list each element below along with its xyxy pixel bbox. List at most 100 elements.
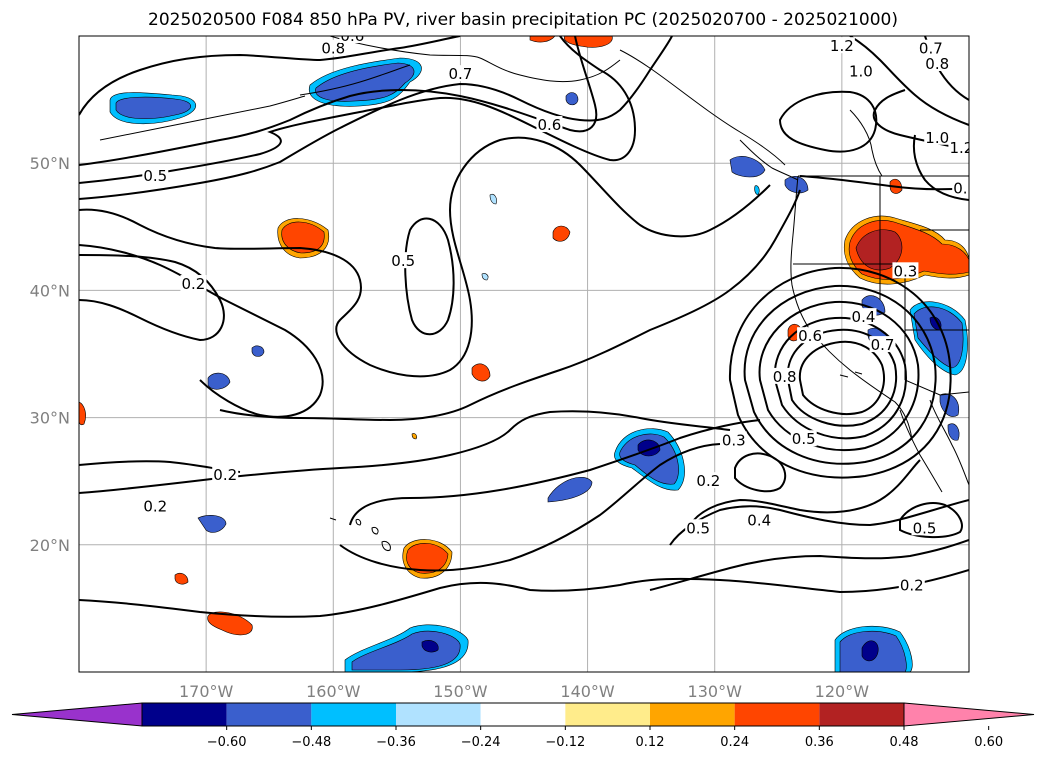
neg-blob-subtropic-central-core	[619, 433, 679, 485]
neg-blob-hawaii-west	[197, 515, 227, 533]
neg-blob-south-central-max	[421, 640, 439, 653]
colorbar-tick-label-3: −0.24	[461, 735, 501, 750]
contour-label-10: 1.0	[849, 63, 873, 81]
coastlines	[99, 36, 969, 551]
contour-label-bg-27	[898, 576, 925, 593]
map-panel: 0.80.60.70.60.50.20.50.20.21.21.00.70.81…	[78, 35, 973, 673]
pv-contour-0-5-loop	[404, 217, 455, 336]
neg-blob-baja-2	[947, 423, 960, 441]
pv-contour-0-3-ring	[728, 266, 952, 479]
lon-label-0: 170°W	[179, 682, 234, 701]
contour-label-bg-19	[869, 336, 896, 353]
pv-contour-0-3-south	[349, 419, 761, 526]
coastline-hawaii-4	[329, 517, 337, 521]
contour-label-5: 0.2	[181, 275, 205, 293]
lat-label-0: 50°N	[30, 154, 70, 173]
pv-contour-0-6	[79, 36, 637, 184]
pos-blob-central-2	[471, 363, 491, 382]
pos-blob-north-pacific-core	[281, 221, 325, 254]
neg-blob-central-small-1	[207, 372, 231, 390]
contour-label-bg-13	[924, 128, 951, 145]
pv-contour-0-2-south	[79, 569, 969, 618]
pv-contour-1-0-east	[912, 134, 969, 201]
neg-blob-tiny-2	[481, 273, 489, 281]
coastline-hawaii-2	[355, 519, 362, 526]
contour-label-bg-21	[720, 431, 747, 448]
colorbar-segment-0	[142, 703, 227, 726]
contour-label-3: 0.6	[537, 116, 561, 134]
colorbar-extend-low	[11, 702, 143, 727]
map-background	[79, 36, 969, 672]
lon-label-2: 150°W	[433, 682, 488, 701]
contour-label-bg-10	[847, 62, 874, 79]
lon-label-5: 120°W	[815, 682, 870, 701]
neg-blob-aleutian-west-core	[115, 96, 192, 119]
contour-label-bg-16	[892, 262, 919, 279]
coastline-alaska-peninsula	[299, 64, 411, 96]
pv-contour-0-4-west	[79, 244, 324, 418]
pv-contour-0-5-baja	[899, 502, 963, 539]
colorbar-tick-label-6: 0.24	[720, 735, 749, 750]
pv-contour-0-5-southeast	[689, 459, 921, 526]
contour-label-bg-6	[390, 252, 417, 269]
border-us-mexico	[904, 379, 969, 396]
colorbar-tick-label-4: −0.12	[545, 735, 585, 750]
coastline-baja	[899, 409, 943, 493]
contour-label-bg-14	[948, 138, 969, 155]
pos-blob-tiny-3	[411, 433, 417, 440]
colorbar-tick-label-2: −0.36	[376, 735, 416, 750]
colorbar-segment-3	[396, 703, 481, 726]
colorbar-segment-4	[480, 703, 566, 726]
pv-contour-0-3-central	[219, 189, 801, 422]
contour-label-bg-4	[142, 166, 169, 183]
colorbar-segment-2	[311, 703, 396, 726]
contour-label-25: 0.5	[686, 519, 710, 537]
coastline-mexico	[929, 399, 969, 486]
contour-label-bg-15	[952, 179, 969, 196]
contour-label-7: 0.2	[143, 498, 167, 516]
colorbar-tick-label-7: 0.36	[805, 735, 834, 750]
latitude-labels: 50°N 40°N 30°N 20°N	[30, 154, 70, 555]
contour-label-bg-0	[320, 39, 347, 56]
contour-label-bg-23	[695, 472, 722, 489]
pv-contour-0-6-ring	[773, 316, 907, 440]
contour-label-14: 1.2	[949, 139, 973, 157]
contour-label-bg-5	[180, 275, 207, 292]
pv-contour-1-0-loop	[778, 90, 878, 153]
contour-label-6: 0.5	[391, 252, 415, 270]
pos-blob-oregon-max	[855, 229, 903, 271]
contour-label-bg-11	[917, 39, 944, 56]
lat-label-1: 40°N	[30, 281, 70, 300]
pv-contour-0-8-ring	[798, 340, 885, 416]
coastline-alaska	[329, 36, 621, 83]
coastline-hawaii-3	[371, 527, 379, 535]
contour-label-24: 0.4	[747, 512, 771, 530]
contour-label-bg-8	[212, 465, 239, 482]
pv-contour-0-3-southeast	[649, 539, 969, 591]
positive-anomalies	[79, 36, 969, 636]
pv-contour-0-4-south	[339, 443, 721, 572]
coastline-channel-islands	[839, 371, 863, 378]
contour-label-4: 0.5	[143, 167, 167, 185]
colorbar-tick-label-1: −0.48	[291, 735, 331, 750]
contour-label-16: 0.3	[893, 262, 917, 280]
contour-label-13: 1.0	[925, 129, 949, 147]
neg-blob-subtropic-west	[547, 477, 593, 503]
coastline-aleutians	[99, 95, 306, 141]
contour-label-bg-3	[536, 116, 563, 133]
contour-label-bg-22	[790, 430, 817, 447]
contour-label-23: 0.2	[696, 472, 720, 490]
contour-label-20: 0.8	[773, 368, 797, 386]
colorbar-tick-label-5: 0.12	[636, 735, 665, 750]
gridlines	[79, 36, 969, 672]
colorbar-tick-label-0: −0.60	[207, 735, 247, 750]
pv-contour-0-2-loop	[734, 452, 787, 493]
neg-blob-central-small-2	[251, 345, 265, 357]
coastline-canada-inland	[849, 109, 883, 177]
pv-contour-0-5-ring	[758, 300, 920, 452]
colorbar-frame	[141, 702, 905, 727]
pv-contour-0-5-north	[79, 36, 673, 200]
pv-contour-0-4-ring	[743, 284, 937, 465]
pv-contour-0-4-southeast	[669, 499, 969, 546]
lat-label-3: 20°N	[30, 536, 70, 555]
